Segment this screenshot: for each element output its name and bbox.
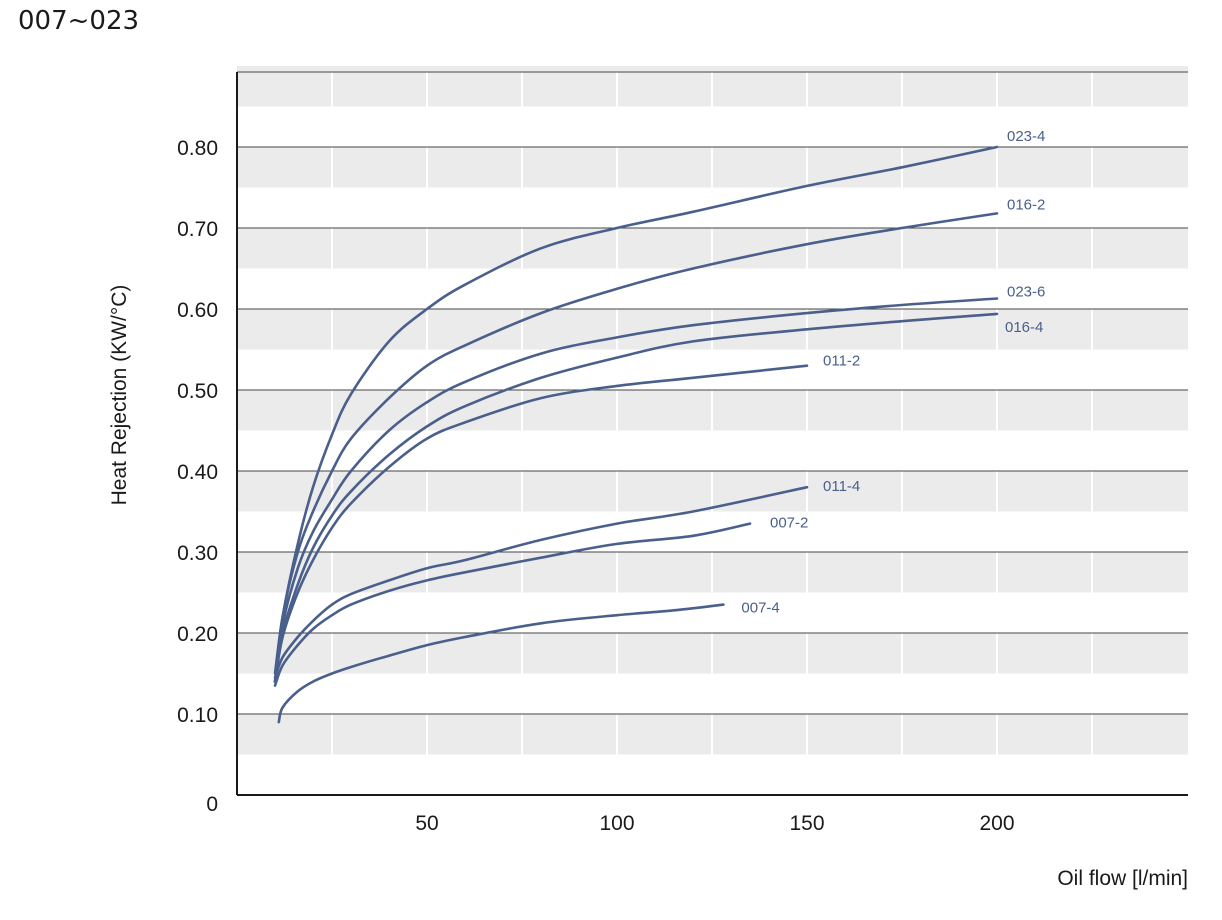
series-labels: 023-4 016-2 023-6 016-4 011-2 011-4 007-2 007-4 xyxy=(741,128,1045,617)
series-label-007-4: 007-4 xyxy=(741,600,779,617)
series-line-023-4 xyxy=(273,145,999,675)
series-label-011-2: 011-2 xyxy=(823,353,860,370)
series-line-016-2 xyxy=(273,212,999,683)
series-lines xyxy=(273,145,999,724)
series-line-007-4 xyxy=(277,603,725,724)
series-line-007-2 xyxy=(273,522,752,687)
y-tick-label: 0.30 xyxy=(177,542,218,565)
y-tick-label: 0.60 xyxy=(177,299,218,322)
series-label-016-4: 016-4 xyxy=(1005,319,1043,336)
series-line-011-2 xyxy=(273,364,809,683)
series-line-023-6 xyxy=(273,297,999,683)
y-tick-label: 0.50 xyxy=(177,380,218,403)
tick-labels: 0.10 0.20 0.30 0.40 0.50 0.60 0.70 0.80 0 50 100 15… xyxy=(177,137,1014,835)
origin-label: 0 xyxy=(206,793,218,816)
x-axis-title: Oil flow [l/min] xyxy=(1057,867,1188,890)
y-tick-label: 0.40 xyxy=(177,461,218,484)
x-tick-label: 200 xyxy=(979,812,1014,835)
series-line-016-4 xyxy=(273,312,999,683)
series-label-023-6: 023-6 xyxy=(1007,283,1045,300)
x-tick-label: 150 xyxy=(789,812,824,835)
y-tick-label: 0.80 xyxy=(177,137,218,160)
page-title: 007~023 xyxy=(18,6,140,36)
axes xyxy=(236,72,1188,796)
series-line-011-4 xyxy=(273,485,809,679)
series-label-023-4: 023-4 xyxy=(1007,128,1045,145)
horizontal-gridlines xyxy=(237,71,1188,715)
series-label-016-2: 016-2 xyxy=(1007,196,1045,213)
series-label-011-4: 011-4 xyxy=(823,478,860,495)
y-tick-label: 0.70 xyxy=(177,218,218,241)
y-axis-title: Heat Rejection (KW/°C) xyxy=(108,285,131,506)
y-tick-label: 0.10 xyxy=(177,704,218,727)
y-tick-label: 0.20 xyxy=(177,623,218,646)
x-tick-label: 50 xyxy=(415,812,438,835)
x-tick-label: 100 xyxy=(599,812,634,835)
series-label-007-2: 007-2 xyxy=(770,515,808,532)
